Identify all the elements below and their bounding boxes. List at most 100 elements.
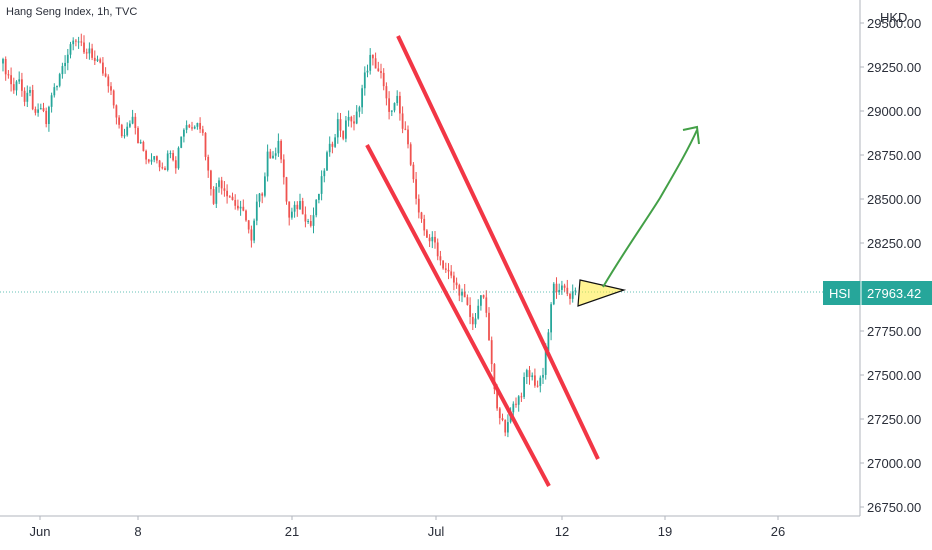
candle-body <box>272 155 274 159</box>
price-tick-label: 27500.00 <box>867 368 921 383</box>
candle-body <box>7 74 10 76</box>
candle-body <box>266 151 269 177</box>
candle-body <box>142 142 145 151</box>
candle-body <box>493 364 496 390</box>
candle-body <box>369 54 372 71</box>
candle-body <box>377 68 380 72</box>
candle-body <box>39 108 42 110</box>
candle-body <box>444 268 447 270</box>
candle-body <box>83 42 85 53</box>
currency-label: HKD <box>880 10 907 25</box>
candle-body <box>158 160 161 168</box>
candle-body <box>393 103 396 111</box>
candle-body <box>307 221 309 223</box>
price-tick-label: 29000.00 <box>867 104 921 119</box>
candle-body <box>309 221 312 226</box>
candle-body <box>247 220 250 230</box>
candle-body <box>188 125 191 128</box>
candle-body <box>15 81 18 91</box>
candle-body <box>85 52 88 54</box>
candle-body <box>318 193 320 200</box>
last-price-label: 27963.42 <box>867 286 921 301</box>
candle-body <box>180 136 183 148</box>
candle-body <box>525 370 528 378</box>
price-axis[interactable]: 26750.00 27000.00 27250.00 27500.00 27750.00… <box>823 0 932 516</box>
candle-body <box>412 164 415 180</box>
last-price-badge <box>823 281 932 305</box>
candle-body <box>231 196 234 201</box>
time-tick-label: 8 <box>134 524 141 539</box>
candle-body <box>239 206 242 209</box>
candle-body <box>137 128 139 144</box>
candle-body <box>463 291 466 298</box>
candle-body <box>110 86 112 91</box>
candle-body <box>550 304 552 333</box>
candle-body <box>177 147 180 169</box>
price-tick-label: 27750.00 <box>867 324 921 339</box>
candle-body <box>61 66 64 75</box>
candle-body <box>134 116 137 129</box>
candle-body <box>242 206 245 211</box>
candle-body <box>431 236 434 242</box>
price-tick-label: 29500.00 <box>867 16 921 31</box>
candle-body <box>196 123 199 127</box>
candle-body <box>237 205 239 209</box>
candle-body <box>115 105 118 118</box>
candle-body <box>64 62 66 67</box>
price-tick-label: 28750.00 <box>867 148 921 163</box>
candle-body <box>366 70 369 73</box>
candle-body <box>150 159 153 162</box>
price-pane[interactable] <box>0 33 860 438</box>
candle-body <box>569 293 571 299</box>
candle-body <box>288 201 291 218</box>
channel-upper-line[interactable] <box>396 35 600 460</box>
candle-body <box>461 291 463 296</box>
candle-body <box>474 318 477 325</box>
candle-body <box>296 204 299 210</box>
candle-body <box>396 95 399 104</box>
candle-body <box>336 119 339 138</box>
projection-arrow[interactable] <box>602 129 698 288</box>
candle-body <box>293 204 296 212</box>
candle-body <box>145 150 147 160</box>
candle-body <box>547 332 550 352</box>
time-tick-label: 12 <box>555 524 569 539</box>
candle-body <box>156 156 158 161</box>
pennant-triangle[interactable] <box>577 279 627 307</box>
candles <box>2 33 577 438</box>
drawings <box>365 35 700 487</box>
candle-body <box>53 87 56 96</box>
candle-body <box>423 218 426 231</box>
candle-body <box>455 282 458 286</box>
candle-body <box>72 40 75 45</box>
candle-body <box>204 132 207 157</box>
candle-body <box>126 126 129 136</box>
candle-body <box>326 152 328 171</box>
time-tick-label: Jun <box>30 524 51 539</box>
candle-body <box>388 98 390 112</box>
candle-body <box>50 95 53 107</box>
channel-lower-line[interactable] <box>365 144 551 487</box>
candle-body <box>304 214 307 222</box>
candle-body <box>401 113 404 129</box>
candle-body <box>26 92 29 102</box>
candle-body <box>172 153 174 161</box>
candle-body <box>453 275 455 283</box>
time-tick-label: 19 <box>658 524 672 539</box>
candle-body <box>93 57 96 61</box>
candle-body <box>285 177 288 202</box>
candle-body <box>450 271 453 276</box>
candle-body <box>490 340 493 365</box>
price-tick-label: 26750.00 <box>867 500 921 515</box>
time-axis[interactable]: Jun 8 21 Jul 12 19 26 <box>0 515 860 539</box>
candle-body <box>234 200 237 206</box>
candle-body <box>536 385 539 387</box>
candle-body <box>471 316 474 325</box>
candle-body <box>207 156 210 171</box>
price-tick-label: 28500.00 <box>867 192 921 207</box>
candle-body <box>2 59 4 64</box>
candle-body <box>488 312 490 341</box>
candle-body <box>399 95 401 114</box>
candle-body <box>372 54 374 59</box>
